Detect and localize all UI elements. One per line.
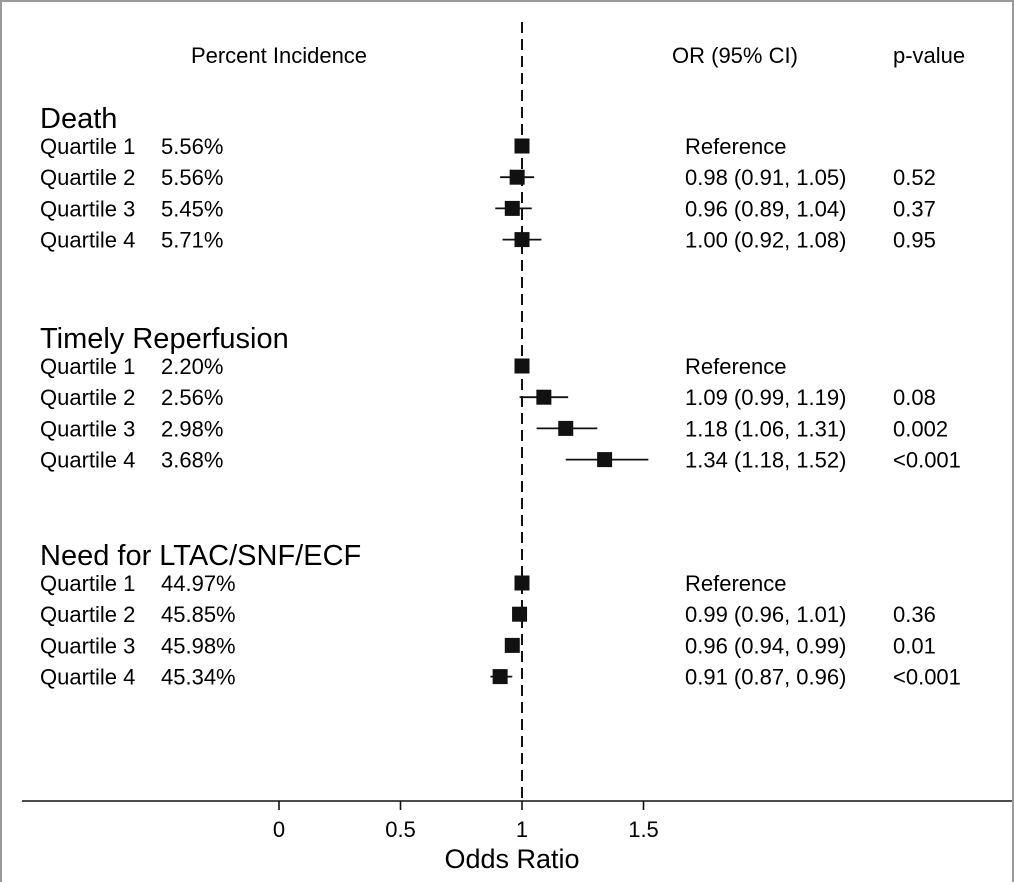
row-pvalue: 0.95 xyxy=(893,228,936,253)
point-estimate-marker xyxy=(514,358,530,374)
row-or-ci: 0.99 (0.96, 1.01) xyxy=(685,602,846,627)
row-label: Quartile 4 xyxy=(40,228,135,253)
group-title: Timely Reperfusion xyxy=(40,323,289,355)
point-estimate-marker xyxy=(597,452,613,468)
row-pvalue: 0.37 xyxy=(893,196,936,221)
point-estimate-marker xyxy=(504,200,520,216)
point-estimate-marker xyxy=(509,169,525,185)
x-axis-label: Odds Ratio xyxy=(444,844,579,874)
row-or-ci: 1.09 (0.99, 1.19) xyxy=(685,385,846,410)
point-estimate-marker xyxy=(492,669,508,685)
row-incidence: 5.45% xyxy=(161,196,223,221)
point-estimate-marker xyxy=(514,575,530,591)
row-incidence: 44.97% xyxy=(161,571,236,596)
row-label: Quartile 3 xyxy=(40,633,135,658)
row-incidence: 2.20% xyxy=(161,354,223,379)
point-estimate-marker xyxy=(512,606,528,622)
header-or-ci: OR (95% CI) xyxy=(672,43,798,68)
row-pvalue: 0.01 xyxy=(893,633,936,658)
row-or-ci: Reference xyxy=(685,134,787,159)
row-incidence: 5.56% xyxy=(161,134,223,159)
row-label: Quartile 2 xyxy=(40,602,135,627)
row-incidence: 45.85% xyxy=(161,602,236,627)
row-pvalue: 0.002 xyxy=(893,416,948,441)
row-label: Quartile 2 xyxy=(40,385,135,410)
row-label: Quartile 4 xyxy=(40,448,135,473)
row-or-ci: 0.91 (0.87, 0.96) xyxy=(685,665,846,690)
point-estimate-marker xyxy=(558,420,574,436)
row-incidence: 5.71% xyxy=(161,228,223,253)
row-incidence: 2.56% xyxy=(161,385,223,410)
point-estimate-marker xyxy=(514,232,530,248)
header-incidence: Percent Incidence xyxy=(191,43,367,68)
point-estimate-marker xyxy=(536,389,552,405)
row-label: Quartile 3 xyxy=(40,416,135,441)
row-label: Quartile 3 xyxy=(40,196,135,221)
row-or-ci: Reference xyxy=(685,571,787,596)
row-label: Quartile 1 xyxy=(40,571,135,596)
row-pvalue: 0.36 xyxy=(893,602,936,627)
group-title: Death xyxy=(40,103,117,135)
x-tick-label: 0 xyxy=(273,817,285,842)
row-pvalue: <0.001 xyxy=(893,448,961,473)
x-tick-label: 1 xyxy=(516,817,528,842)
row-or-ci: 1.34 (1.18, 1.52) xyxy=(685,448,846,473)
row-incidence: 3.68% xyxy=(161,448,223,473)
x-tick-label: 0.5 xyxy=(385,817,416,842)
point-estimate-marker xyxy=(504,637,520,653)
row-label: Quartile 1 xyxy=(40,134,135,159)
row-or-ci: 0.96 (0.89, 1.04) xyxy=(685,196,846,221)
row-or-ci: 0.96 (0.94, 0.99) xyxy=(685,633,846,658)
row-or-ci: 1.00 (0.92, 1.08) xyxy=(685,228,846,253)
group-title: Need for LTAC/SNF/ECF xyxy=(40,540,361,572)
row-incidence: 45.34% xyxy=(161,665,236,690)
row-incidence: 2.98% xyxy=(161,416,223,441)
row-or-ci: Reference xyxy=(685,354,787,379)
row-or-ci: 0.98 (0.91, 1.05) xyxy=(685,165,846,190)
row-or-ci: 1.18 (1.06, 1.31) xyxy=(685,416,846,441)
x-tick-label: 1.5 xyxy=(628,817,659,842)
row-label: Quartile 2 xyxy=(40,165,135,190)
row-incidence: 45.98% xyxy=(161,633,236,658)
row-pvalue: <0.001 xyxy=(893,665,961,690)
point-estimate-marker xyxy=(514,138,530,154)
row-pvalue: 0.08 xyxy=(893,385,936,410)
row-label: Quartile 4 xyxy=(40,665,135,690)
row-label: Quartile 1 xyxy=(40,354,135,379)
header-pvalue: p-value xyxy=(893,43,965,68)
row-pvalue: 0.52 xyxy=(893,165,936,190)
row-incidence: 5.56% xyxy=(161,165,223,190)
